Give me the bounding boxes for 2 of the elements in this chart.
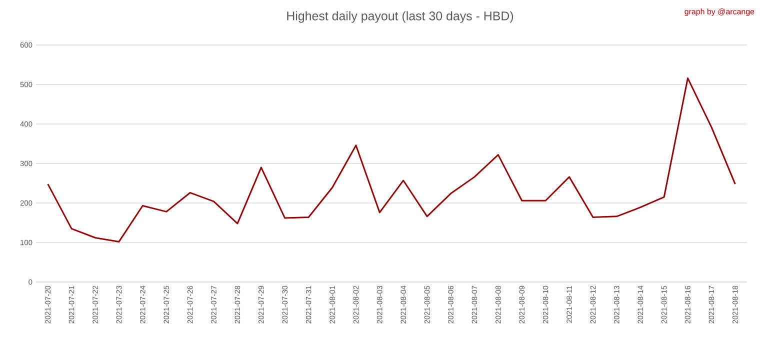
line-series xyxy=(47,77,736,242)
chart-title: Highest daily payout (last 30 days - HBD) xyxy=(287,11,514,23)
